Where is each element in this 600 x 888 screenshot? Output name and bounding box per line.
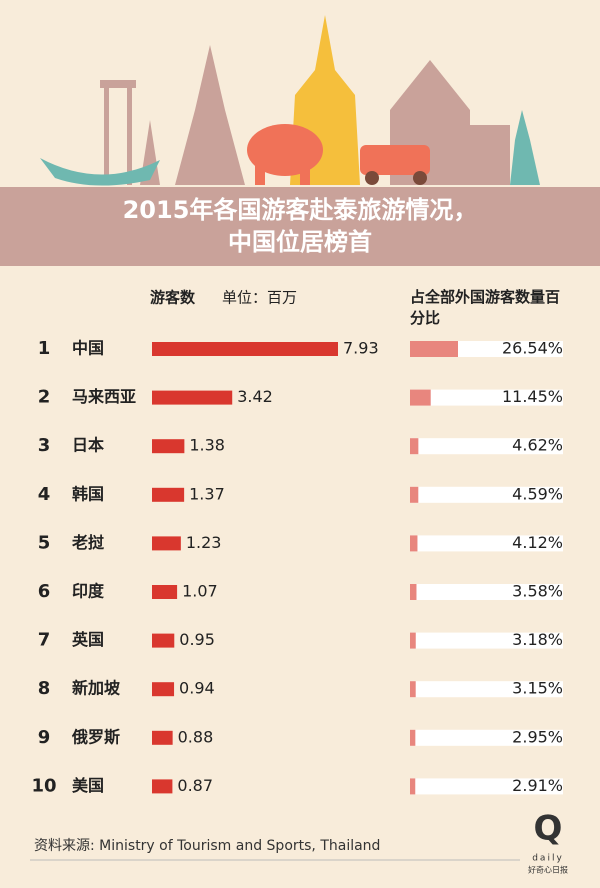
category-label: 韩国 (72, 484, 104, 503)
column-header: 占全部外国游客数量百分比 (410, 288, 561, 327)
title: 中国位居榜首 (228, 228, 372, 256)
value-label: 3.15% (512, 679, 563, 698)
bar-track (410, 535, 563, 552)
value-label: 4.62% (512, 436, 563, 455)
value-label: 1.38 (189, 436, 225, 455)
bar (410, 584, 417, 600)
column-header: 游客数 (150, 289, 196, 307)
bar-track (410, 584, 563, 600)
value-label: 11.45% (502, 387, 563, 406)
bar (410, 389, 431, 406)
bar-track (410, 389, 563, 406)
rank: 4 (38, 484, 51, 505)
bar (152, 682, 175, 697)
rank: 8 (38, 678, 51, 699)
value-label: 1.23 (186, 533, 222, 552)
bar (152, 779, 173, 794)
rank: 6 (38, 581, 51, 602)
value-label: 3.42 (237, 387, 273, 406)
rank: 3 (38, 435, 51, 456)
title: 2015年各国游客赴泰旅游情况， (123, 196, 478, 224)
category-label: 日本 (72, 436, 104, 455)
category-label: 新加坡 (72, 679, 121, 698)
bar-track (410, 632, 563, 649)
bar (152, 487, 185, 502)
value-label: 4.59% (512, 484, 563, 503)
value-label: 2.95% (512, 727, 563, 746)
rank: 7 (38, 630, 51, 651)
bar (410, 486, 419, 503)
rank: 9 (38, 727, 51, 748)
value-label: 1.07 (182, 582, 218, 601)
logo-mark: Q (534, 809, 563, 849)
category-label: 马来西亚 (72, 387, 136, 406)
value-label: 7.93 (343, 339, 379, 358)
value-label: 1.37 (189, 484, 225, 503)
bar (410, 729, 416, 746)
bar (152, 730, 173, 745)
category-label: 老挝 (71, 533, 105, 552)
value-label: 0.94 (179, 679, 215, 698)
category-label: 中国 (72, 339, 104, 358)
value-label: 0.95 (179, 630, 215, 649)
category-label: 英国 (71, 630, 104, 649)
logo-name: 好奇心日报 (528, 865, 568, 875)
rank: 2 (38, 387, 51, 408)
illustration (40, 15, 540, 186)
category-label: 美国 (72, 776, 104, 795)
value-label: 4.12% (512, 533, 563, 552)
category-label: 印度 (72, 582, 105, 601)
bar-track (410, 681, 563, 698)
value-label: 3.58% (512, 582, 563, 601)
bar-track (410, 778, 563, 795)
bar (152, 390, 233, 405)
source: 资料来源: Ministry of Tourism and Sports, Th… (34, 838, 380, 854)
bar (152, 342, 338, 356)
bar-track (410, 438, 563, 455)
bar (410, 341, 458, 357)
bar (410, 778, 416, 795)
bar (410, 535, 418, 552)
category-label: 俄罗斯 (71, 727, 120, 746)
value-label: 3.18% (512, 630, 563, 649)
unit: 单位：百万 (222, 289, 297, 307)
value-label: 26.54% (502, 339, 563, 358)
bar (152, 633, 175, 648)
bar (152, 585, 178, 599)
bar (152, 439, 185, 454)
bar (410, 438, 419, 455)
value-label: 0.87 (177, 776, 213, 795)
rank: 5 (38, 532, 51, 553)
title-band (0, 187, 600, 266)
bar-track (410, 486, 563, 503)
value-label: 0.88 (178, 727, 214, 746)
rank: 10 (31, 775, 56, 796)
bar (410, 681, 416, 698)
bar (410, 632, 416, 649)
bar-track (410, 729, 563, 746)
logo-word: daily (532, 854, 564, 864)
rank: 1 (38, 338, 51, 359)
bar (152, 536, 181, 551)
value-label: 2.91% (512, 776, 563, 795)
